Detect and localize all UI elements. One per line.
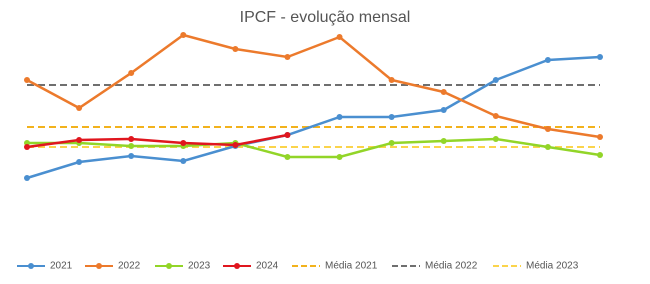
data-point (24, 175, 30, 181)
data-point (128, 136, 135, 142)
data-point (284, 154, 291, 160)
data-point (76, 159, 83, 165)
data-point (232, 46, 239, 52)
legend-marker (28, 263, 34, 269)
data-point (284, 54, 291, 60)
data-point (544, 144, 551, 150)
legend-label: 2023 (188, 261, 211, 272)
legend-marker (96, 263, 102, 269)
data-point (128, 143, 135, 149)
series-line (27, 137, 601, 159)
data-point (440, 89, 447, 95)
data-point (180, 32, 187, 38)
data-point (597, 134, 603, 140)
data-point (128, 153, 135, 159)
data-point (388, 114, 395, 120)
legend-label: 2024 (256, 261, 279, 272)
data-point (76, 105, 83, 111)
data-point (24, 144, 30, 150)
data-point (440, 107, 447, 113)
data-point (388, 140, 395, 146)
data-point (336, 154, 343, 160)
data-point (128, 70, 135, 76)
legend-label: Média 2021 (325, 261, 378, 272)
series-line (26, 133, 288, 149)
data-point (492, 113, 499, 119)
chart-title: IPCF - evolução mensal (240, 9, 411, 26)
legend-label: 2022 (118, 261, 141, 272)
data-point (388, 77, 395, 83)
data-point (440, 138, 447, 144)
data-point (76, 137, 83, 143)
legend-marker (166, 263, 172, 269)
series-line (26, 55, 601, 180)
data-point (492, 136, 499, 142)
data-point (284, 132, 291, 138)
data-point (544, 57, 551, 63)
data-point (336, 34, 343, 40)
legend-label: 2021 (50, 261, 73, 272)
data-point (492, 77, 499, 83)
data-point (180, 158, 187, 164)
data-point (336, 114, 343, 120)
legend-marker (234, 263, 240, 269)
legend-label: Média 2023 (526, 261, 579, 272)
data-point (544, 126, 551, 132)
data-point (597, 152, 603, 158)
legend-label: Média 2022 (425, 261, 478, 272)
data-point (597, 54, 603, 60)
data-point (180, 140, 187, 146)
data-point (24, 77, 30, 83)
series-line (26, 33, 601, 139)
data-point (232, 142, 239, 148)
